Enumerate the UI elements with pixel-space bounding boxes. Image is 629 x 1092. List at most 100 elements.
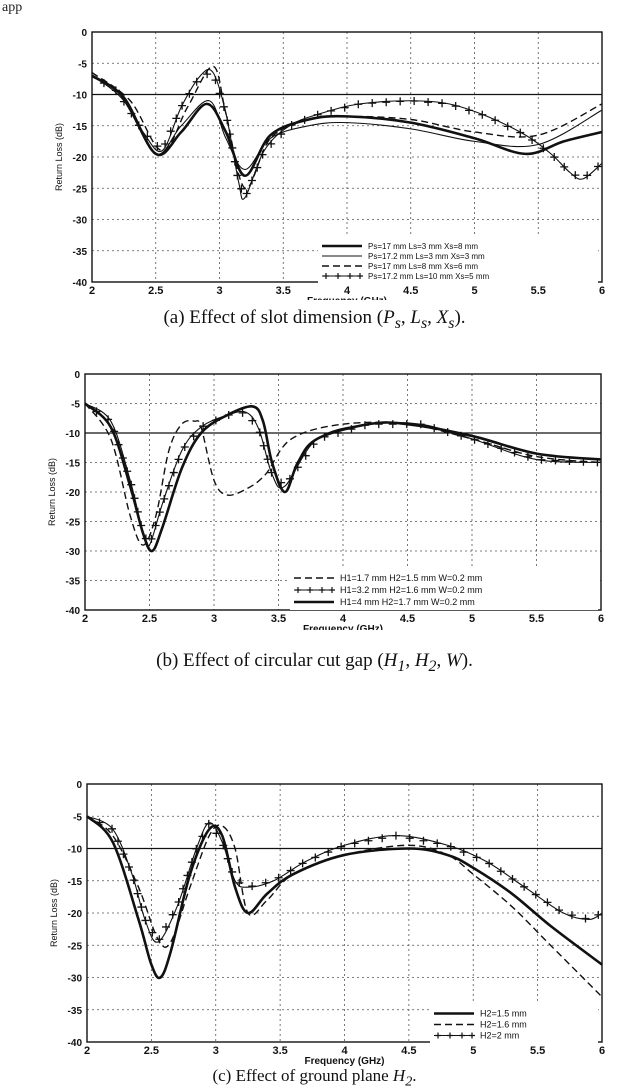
cross-marker [300,115,309,124]
cross-marker [274,873,283,882]
legend-cross [319,587,325,593]
cross-marker [531,890,540,899]
cross-marker [560,162,569,171]
y-tick-label: -10 [68,845,83,856]
cross-marker [543,898,552,907]
cross-marker [419,836,428,845]
cross-marker [267,139,276,148]
cross-marker [253,163,262,172]
x-axis-label: Frequency (GHz) [303,624,383,630]
series-line [91,74,603,178]
caption-variables: Ps, Ls, Xs [383,307,455,332]
y-tick-label: -30 [73,216,88,227]
cross-marker [192,77,201,86]
cross-marker [237,184,246,193]
cross-marker [147,534,156,543]
cross-marker [551,456,560,465]
legend-cross [435,1032,441,1039]
x-tick-label: 6 [598,613,604,625]
series-line [84,402,602,553]
cross-marker [368,99,377,108]
x-tick-label: 4 [344,285,351,297]
cross-marker [198,832,207,841]
cross-marker [298,859,307,868]
cross-marker [178,101,187,110]
cross-marker [129,876,138,885]
legend-box [318,237,598,283]
cross-marker [286,866,295,875]
cross-marker [581,914,590,923]
x-tick-label: 4.5 [400,613,415,625]
y-tick-label: -10 [66,429,81,440]
legend-cross [357,273,363,279]
y-tick-label: -40 [66,606,81,617]
cross-marker [179,884,188,893]
cross-marker [223,854,232,863]
cross-marker [225,130,234,139]
cross-marker [258,150,267,159]
cross-marker [199,422,208,431]
cross-marker [219,841,228,850]
legend-label: Ps=17.2 mm Ls=3 mm Xs=3 mm [368,252,485,261]
cross-marker [238,408,247,417]
x-tick-label: 2.5 [144,1045,159,1057]
y-tick-label: 0 [81,28,87,39]
x-tick-label: 6 [599,1045,605,1057]
x-tick-label: 6 [599,285,605,297]
y-tick-label: -5 [73,812,82,823]
caption-c: (c) Effect of ground plane H2. [212,1066,417,1090]
cross-marker [378,834,387,843]
x-tick-label: 4 [340,613,347,625]
cross-marker [571,171,580,180]
cross-marker [464,106,473,115]
y-tick-label: -25 [66,518,81,529]
cross-marker [119,97,128,106]
legend-cross [307,587,313,593]
cross-marker [124,863,133,872]
cross-marker [311,853,320,862]
cross-marker [155,508,164,517]
cross-marker [485,859,494,868]
legend-label: H2=2 mm [480,1031,519,1041]
cross-marker [391,831,400,840]
page-heading: app [2,0,23,15]
cross-marker [259,441,268,450]
series-1 [91,74,603,178]
cross-marker [478,110,487,119]
y-tick-label: -35 [66,577,81,588]
cross-marker [410,97,419,106]
cross-marker [340,103,349,112]
cross-marker [160,494,169,503]
cross-marker [211,76,220,85]
y-tick-label: 0 [74,370,80,381]
cross-marker [528,135,537,144]
cross-marker [183,871,192,880]
series-3 [86,815,603,944]
legend: H1=1.7 mm H2=1.5 mm W=0.2 mm H1=3.2 mm H2… [290,568,598,610]
cross-marker [180,443,189,452]
cross-marker [364,836,373,845]
cross-marker [337,842,346,851]
caption-a: (a) Effect of slot dimension (Ps, Ls, Xs… [163,307,466,332]
cross-marker [148,928,157,937]
legend-cross [295,587,301,593]
cross-marker [230,157,239,166]
legend-label: H2=1.6 mm [480,1020,527,1030]
x-tick-label: 4 [341,1045,348,1057]
cross-marker [161,140,170,149]
y-tick-label: -30 [66,547,81,558]
cross-marker [327,106,336,115]
cross-marker [127,109,136,118]
cross-marker [277,130,286,139]
cross-marker [324,848,333,857]
legend-cross [447,1032,453,1039]
cross-marker [583,171,592,180]
cross-marker [192,844,201,853]
legend-label: H1=4 mm H2=1.7 mm W=0.2 mm [340,597,475,607]
x-tick-label: 5 [469,613,475,625]
caption-variables: H1, H2, W [383,650,462,675]
x-tick-label: 4.5 [403,285,418,297]
cross-marker [472,853,481,862]
legend-cross [329,587,335,593]
